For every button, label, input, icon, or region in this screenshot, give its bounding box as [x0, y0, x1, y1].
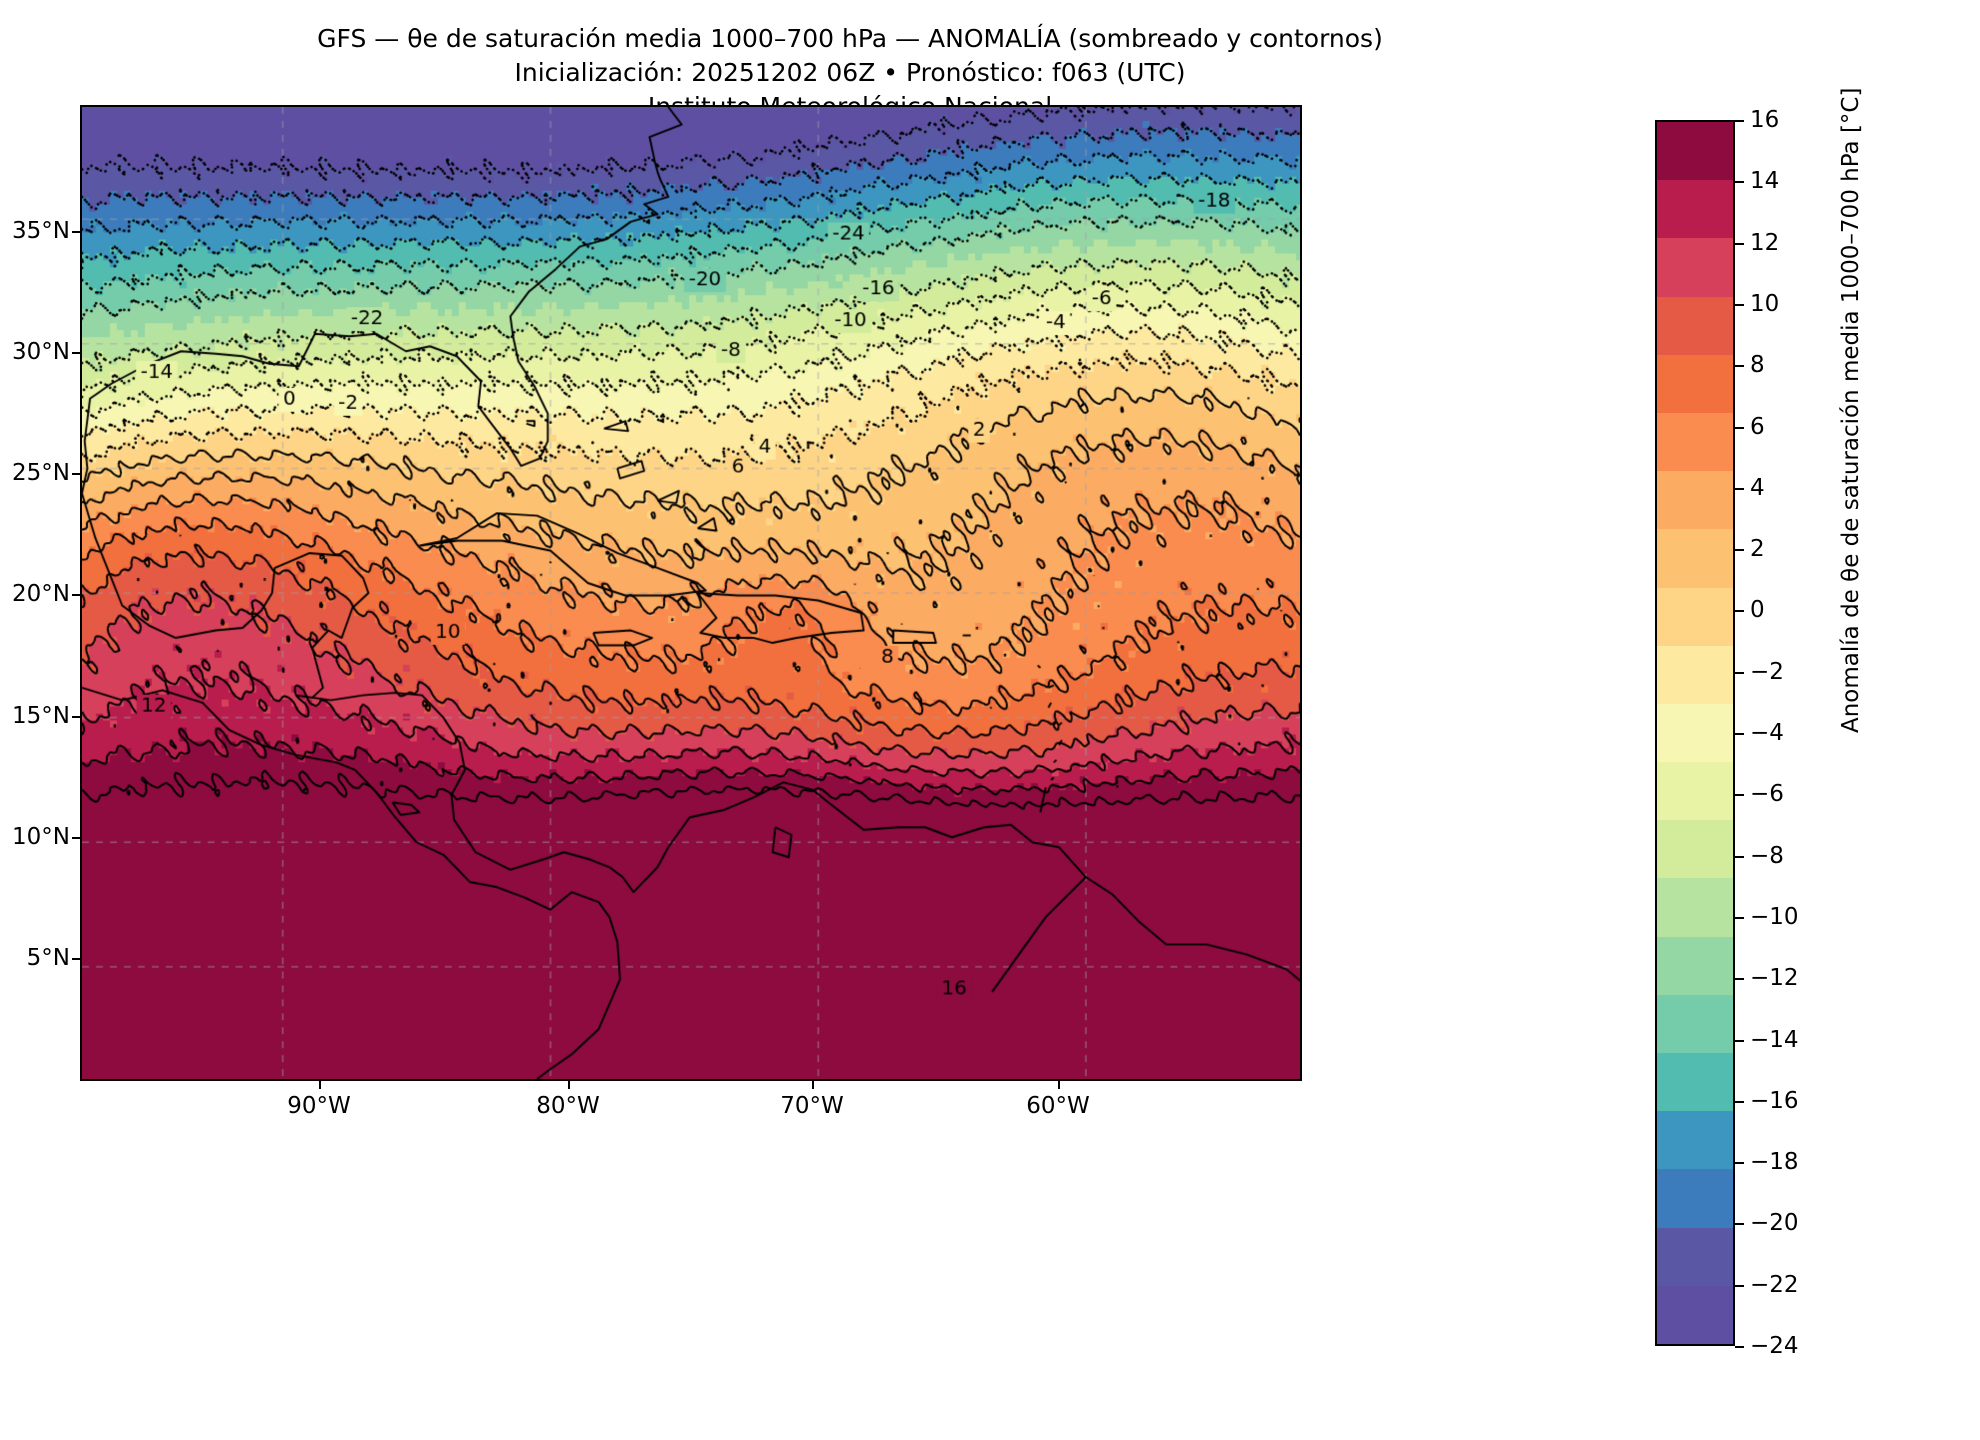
- colorbar-tick-mark: [1735, 120, 1744, 122]
- colorbar-tick-label: −8: [1750, 842, 1784, 869]
- colorbar-tick-mark: [1735, 365, 1744, 368]
- colorbar-band: [1657, 703, 1733, 763]
- colorbar-tick-mark: [1735, 855, 1744, 858]
- x-axis-tick-label: 90°W: [287, 1093, 351, 1119]
- colorbar-tick-mark: [1735, 1100, 1744, 1103]
- colorbar-tick-mark: [1735, 1039, 1744, 1042]
- y-axis-tick-label: 20°N: [12, 581, 70, 607]
- colorbar-tick-label: 6: [1750, 413, 1765, 440]
- colorbar-tick-label: −6: [1750, 781, 1784, 808]
- colorbar-tick-label: 8: [1750, 352, 1765, 379]
- colorbar-tick-label: 10: [1750, 290, 1780, 317]
- anomaly-heatmap-canvas: [82, 107, 1300, 1079]
- colorbar-band: [1657, 471, 1733, 530]
- colorbar-tick-mark: [1735, 1284, 1744, 1287]
- colorbar-tick-label: 0: [1750, 597, 1765, 624]
- colorbar-band: [1657, 238, 1733, 297]
- x-axis-tick-mark: [1058, 1081, 1060, 1089]
- colorbar-tick-mark: [1735, 1162, 1744, 1165]
- colorbar-band: [1657, 1285, 1733, 1344]
- y-axis-tick-mark: [72, 231, 80, 233]
- colorbar-tick-mark: [1735, 916, 1744, 919]
- x-axis-tick-label: 80°W: [536, 1093, 600, 1119]
- y-axis-tick-mark: [72, 958, 80, 960]
- colorbar-band: [1657, 1169, 1733, 1228]
- title-line-main: GFS — θe de saturación media 1000–700 hP…: [317, 24, 1383, 53]
- colorbar-tick-label: 16: [1750, 107, 1780, 133]
- colorbar-tick-mark: [1735, 1223, 1744, 1226]
- y-axis-tick-mark: [72, 352, 80, 354]
- colorbar-tick-label: −4: [1750, 720, 1784, 746]
- x-axis-tick-mark: [812, 1081, 814, 1089]
- colorbar-tick-mark: [1735, 487, 1744, 490]
- colorbar-band: [1657, 936, 1733, 995]
- colorbar-tick-label: 14: [1750, 168, 1780, 195]
- colorbar-tick-label: 4: [1750, 474, 1765, 501]
- colorbar-tick-mark: [1735, 733, 1744, 735]
- colorbar-band: [1657, 180, 1733, 239]
- colorbar-band: [1657, 878, 1733, 937]
- colorbar-band: [1657, 122, 1733, 181]
- colorbar-tick-label: −10: [1750, 903, 1799, 930]
- x-axis-tick-mark: [568, 1081, 570, 1089]
- y-axis-tick-label: 5°N: [26, 945, 70, 971]
- colorbar-tick-label: −18: [1750, 1149, 1799, 1176]
- colorbar-tick-mark: [1735, 794, 1744, 797]
- colorbar-tick-label: −2: [1750, 658, 1784, 685]
- map-plot-area[interactable]: [80, 105, 1302, 1081]
- colorbar-tick-mark: [1735, 549, 1744, 552]
- colorbar-tick-label: −24: [1750, 1333, 1799, 1359]
- colorbar-tick-mark: [1735, 181, 1744, 184]
- colorbar-band: [1657, 645, 1733, 704]
- y-axis-tick-mark: [72, 837, 80, 839]
- colorbar-tick-label: −22: [1750, 1271, 1799, 1298]
- colorbar-band: [1657, 354, 1733, 413]
- y-axis-tick-mark: [72, 473, 80, 475]
- colorbar-tick-mark: [1735, 978, 1744, 981]
- y-axis-tick-label: 30°N: [12, 339, 70, 365]
- colorbar-axis-label: Anomalía de θe de saturación media 1000–…: [1838, 87, 1864, 733]
- colorbar-tick-label: 12: [1750, 229, 1780, 256]
- colorbar-tick-label: −16: [1750, 1087, 1799, 1114]
- y-axis-tick-mark: [72, 716, 80, 718]
- colorbar-container[interactable]: 16 14 12 10 8 6 4 2 0 −2 −4 −6 −8 −10 −12 −14 −16 −18 −20 −…: [1655, 107, 1799, 1359]
- y-axis-tick-label: 10°N: [12, 824, 70, 850]
- y-axis-tick-mark: [72, 594, 80, 596]
- title-line-init-forecast: Inicialización: 20251202 06Z • Pronóstic…: [514, 57, 1186, 87]
- colorbar-tick-label: −12: [1750, 965, 1799, 992]
- colorbar-tick-label: −14: [1750, 1026, 1799, 1053]
- colorbar-band: [1657, 762, 1733, 821]
- colorbar-band: [1657, 529, 1733, 588]
- colorbar-band: [1657, 1227, 1733, 1286]
- colorbar-tick-mark: [1735, 303, 1744, 306]
- colorbar-tick-mark: [1735, 610, 1744, 613]
- colorbar-tick-label: 2: [1750, 536, 1765, 563]
- y-axis-tick-label: 25°N: [12, 460, 70, 486]
- x-axis-tick-label: 70°W: [780, 1093, 844, 1119]
- figure-title-block: GFS — θe de saturación media 1000–700 hP…: [0, 22, 1700, 123]
- colorbar-band: [1657, 587, 1733, 646]
- colorbar-tick-mark: [1735, 242, 1744, 245]
- colorbar-tick-mark: [1735, 1346, 1744, 1348]
- colorbar-tick-label: −20: [1750, 1210, 1799, 1237]
- colorbar-tick-mark: [1735, 671, 1744, 674]
- colorbar-tick-mark: [1735, 426, 1744, 429]
- y-axis-tick-label: 15°N: [12, 703, 70, 729]
- colorbar-band: [1657, 412, 1733, 472]
- colorbar-band: [1657, 1053, 1733, 1112]
- y-axis-tick-label: 35°N: [12, 218, 70, 244]
- colorbar-gradient: [1655, 120, 1735, 1346]
- colorbar-band: [1657, 994, 1733, 1053]
- colorbar-band: [1657, 296, 1733, 355]
- x-axis-tick-mark: [319, 1081, 321, 1089]
- x-axis-tick-label: 60°W: [1026, 1093, 1090, 1119]
- colorbar-band: [1657, 1111, 1733, 1170]
- colorbar-band: [1657, 820, 1733, 879]
